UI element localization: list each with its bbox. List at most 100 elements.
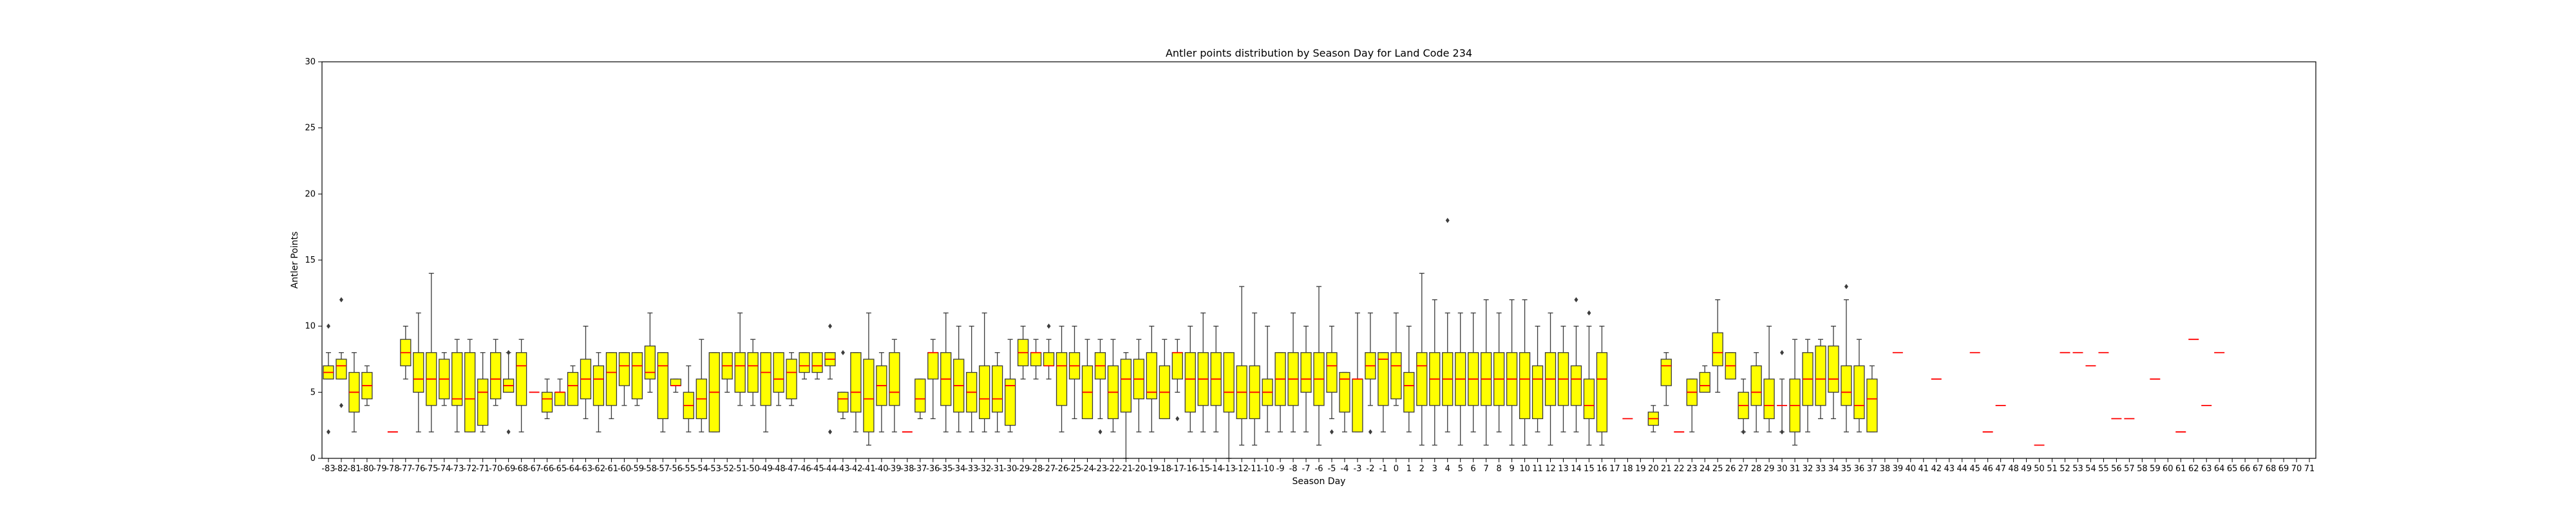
x-tick-label: -21: [1119, 464, 1133, 474]
box-group: [1184, 326, 1196, 433]
iqr-box: [490, 352, 502, 400]
x-tick-label: 10: [1519, 464, 1530, 474]
x-tick-label: -15: [1197, 464, 1210, 474]
x-tick-label: 21: [1661, 464, 1672, 474]
box-group: [1210, 326, 1222, 433]
box-group: [1442, 218, 1454, 433]
outlier-point: [326, 323, 330, 329]
iqr-box: [914, 379, 926, 413]
box-group: [927, 339, 939, 420]
box-group: [734, 312, 746, 406]
x-tick-label: 38: [1880, 464, 1891, 474]
box-group: [940, 312, 952, 433]
box-group: [1570, 297, 1582, 433]
box-group: [1068, 326, 1081, 420]
iqr-box: [515, 352, 527, 406]
box-group: [1531, 326, 1544, 433]
x-tick-label: 34: [1828, 464, 1839, 474]
box-group: [1274, 352, 1286, 433]
iqr-box: [1815, 345, 1826, 406]
x-tick-label: -16: [1184, 464, 1197, 474]
box-group: [361, 365, 373, 406]
x-tick-label: -22: [1106, 464, 1120, 474]
outlier-point: [1368, 429, 1372, 435]
x-tick-label: 18: [1622, 464, 1633, 474]
x-tick-label: -44: [823, 464, 837, 474]
box-group: [1712, 299, 1723, 393]
box-group: [1686, 379, 1698, 433]
outlier-point: [326, 429, 330, 435]
x-tick-label: -61: [605, 464, 618, 474]
iqr-box: [979, 365, 990, 420]
box-group: [541, 379, 553, 420]
box-group: [439, 352, 450, 406]
x-tick-label: 22: [1674, 464, 1685, 474]
x-tick-label: 23: [1687, 464, 1698, 474]
x-tick-label: 36: [1854, 464, 1865, 474]
x-tick-label: -49: [759, 464, 772, 474]
box-group: [1506, 299, 1518, 446]
box-group: [1133, 339, 1145, 433]
box-group: [618, 352, 630, 406]
x-tick-label: -71: [476, 464, 489, 474]
x-tick-label: 24: [1700, 464, 1710, 474]
box-group: [1841, 284, 1852, 433]
x-tick-label: 49: [2021, 464, 2032, 474]
outlier-point: [506, 429, 511, 435]
box-group: [850, 352, 862, 433]
x-tick-label: -74: [437, 464, 451, 474]
x-tick-label: -39: [887, 464, 901, 474]
box-group: [1107, 339, 1119, 433]
x-tick-label: 53: [2072, 464, 2083, 474]
iqr-box: [336, 359, 347, 380]
iqr-box: [863, 359, 875, 433]
box-group: [1583, 310, 1595, 446]
box-group: [1339, 371, 1350, 433]
x-tick-label: -13: [1222, 464, 1236, 474]
x-tick-label: 31: [1790, 464, 1801, 474]
x-tick-label: 43: [1944, 464, 1955, 474]
y-axis-label: Antler Points: [290, 232, 300, 289]
x-tick-label: 64: [2214, 464, 2225, 474]
box-group: [876, 352, 887, 433]
x-tick-label: -29: [1016, 464, 1030, 474]
x-tick-label: -79: [373, 464, 386, 474]
box-group: [477, 352, 489, 433]
x-tick-label: -75: [424, 464, 438, 474]
x-tick-label: 28: [1751, 464, 1762, 474]
box-group: [760, 352, 772, 433]
box-group: [1120, 352, 1132, 459]
x-tick-label: 5: [1458, 464, 1463, 474]
x-tick-label: 56: [2111, 464, 2122, 474]
box-group: [515, 339, 527, 433]
box-group: [1699, 365, 1710, 393]
x-tick-label: -55: [682, 464, 696, 474]
x-tick-label: -58: [643, 464, 657, 474]
x-tick-label: -82: [334, 464, 348, 474]
x-tick-label: 13: [1558, 464, 1569, 474]
x-tick-label: -72: [463, 464, 477, 474]
x-tick-label: 20: [1648, 464, 1659, 474]
box-group: [348, 352, 360, 433]
x-tick-label: -46: [797, 464, 811, 474]
box-group: [1455, 312, 1466, 446]
iqr-box: [1853, 365, 1865, 420]
box-group: [670, 379, 681, 393]
box-group: [631, 352, 643, 406]
x-tick-label: 12: [1545, 464, 1556, 474]
box-group: [1197, 312, 1209, 433]
box-group: [1544, 312, 1557, 446]
x-tick-label: -41: [862, 464, 875, 474]
x-tick-label: -51: [734, 464, 747, 474]
box-group: [721, 352, 733, 393]
y-tick-label: 0: [310, 454, 316, 464]
x-tick-label: -83: [321, 464, 335, 474]
outlier-point: [339, 402, 343, 408]
x-tick-label: -66: [540, 464, 554, 474]
x-tick-label: 15: [1584, 464, 1595, 474]
iqr-box: [1184, 352, 1196, 413]
iqr-box: [413, 352, 424, 393]
x-tick-label: -57: [656, 464, 670, 474]
x-tick-label: -2: [1366, 464, 1374, 474]
y-axis-ticks: 0 5 10 15 20 25 30: [305, 57, 322, 464]
